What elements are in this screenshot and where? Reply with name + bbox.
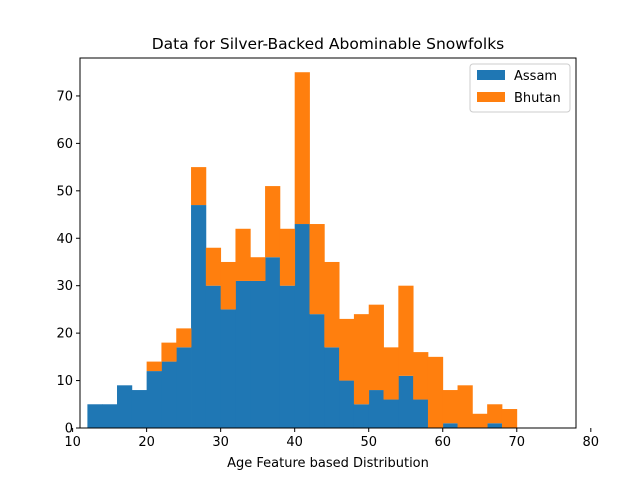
bar-assam-0 <box>87 404 103 428</box>
bar-assam-8 <box>205 285 222 428</box>
bar-bhutan-9 <box>220 261 236 310</box>
x-axis-label: Age Feature based Distribution <box>227 456 429 471</box>
y-tick-label: 10 <box>56 374 73 389</box>
bar-assam-14 <box>294 224 310 428</box>
bar-bhutan-4 <box>146 361 162 372</box>
bar-assam-10 <box>235 280 251 428</box>
bar-assam-2 <box>117 385 133 428</box>
bars <box>87 72 518 428</box>
legend: Assam Bhutan <box>469 63 571 113</box>
bar-bhutan-6 <box>176 328 192 348</box>
x-tick-label: 70 <box>509 435 526 450</box>
bar-bhutan-8 <box>205 247 222 286</box>
bar-bhutan-19 <box>368 304 384 391</box>
legend-label-assam: Assam <box>514 69 557 84</box>
bar-assam-4 <box>146 371 162 428</box>
bar-assam-15 <box>309 314 325 428</box>
bar-assam-17 <box>339 380 355 428</box>
bar-bhutan-20 <box>383 347 399 400</box>
bar-assam-18 <box>353 404 370 428</box>
bar-assam-5 <box>161 361 177 428</box>
bar-bhutan-5 <box>161 342 177 362</box>
bar-assam-9 <box>220 309 236 428</box>
bar-bhutan-16 <box>324 261 340 348</box>
y-tick-label: 60 <box>56 137 73 152</box>
chart-title: Data for Silver-Backed Abominable Snowfo… <box>152 35 505 53</box>
plot-frame <box>79 57 577 429</box>
bar-bhutan-14 <box>294 72 310 225</box>
x-tick-label: 50 <box>360 435 377 450</box>
y-tick-label: 30 <box>56 279 73 294</box>
legend-swatch-bhutan <box>477 92 505 102</box>
y-tick-label: 0 <box>65 422 73 437</box>
bar-assam-24 <box>442 423 458 428</box>
bar-assam-12 <box>265 257 281 428</box>
x-tick-label: 10 <box>64 435 81 450</box>
bar-bhutan-11 <box>250 257 266 281</box>
x-tick-label: 40 <box>286 435 303 450</box>
bar-bhutan-27 <box>487 404 503 424</box>
bar-assam-19 <box>368 390 384 428</box>
bar-bhutan-21 <box>398 285 414 376</box>
bar-bhutan-22 <box>413 352 429 400</box>
x-tick-label: 80 <box>583 435 600 450</box>
bar-assam-16 <box>324 347 340 428</box>
bar-bhutan-24 <box>442 390 458 424</box>
legend-label-bhutan: Bhutan <box>514 91 561 106</box>
bar-assam-13 <box>279 285 296 428</box>
bar-assam-22 <box>413 399 429 428</box>
bar-assam-20 <box>383 399 399 428</box>
bar-bhutan-10 <box>235 228 251 281</box>
bar-assam-21 <box>398 375 414 428</box>
x-tick-label: 20 <box>138 435 155 450</box>
bar-bhutan-17 <box>339 318 355 381</box>
bar-bhutan-12 <box>265 186 281 258</box>
x-tick-label: 60 <box>434 435 451 450</box>
y-tick-label: 50 <box>56 184 73 199</box>
bar-bhutan-26 <box>472 413 488 428</box>
legend-swatch-assam <box>477 70 505 80</box>
bar-bhutan-25 <box>457 385 473 428</box>
bar-assam-3 <box>131 390 148 428</box>
bar-bhutan-13 <box>279 228 296 286</box>
bar-bhutan-15 <box>309 224 325 315</box>
bar-bhutan-18 <box>353 314 370 405</box>
bar-assam-27 <box>487 423 503 428</box>
bar-assam-1 <box>102 404 118 428</box>
bar-bhutan-28 <box>501 409 518 428</box>
bar-assam-7 <box>191 205 207 428</box>
bar-assam-6 <box>176 347 192 428</box>
y-tick-label: 20 <box>56 327 73 342</box>
y-tick-label: 70 <box>56 89 73 104</box>
x-tick-label: 30 <box>212 435 229 450</box>
bar-bhutan-7 <box>191 167 207 206</box>
bar-assam-11 <box>250 280 266 428</box>
y-tick-label: 40 <box>56 232 73 247</box>
bar-bhutan-23 <box>427 356 444 428</box>
